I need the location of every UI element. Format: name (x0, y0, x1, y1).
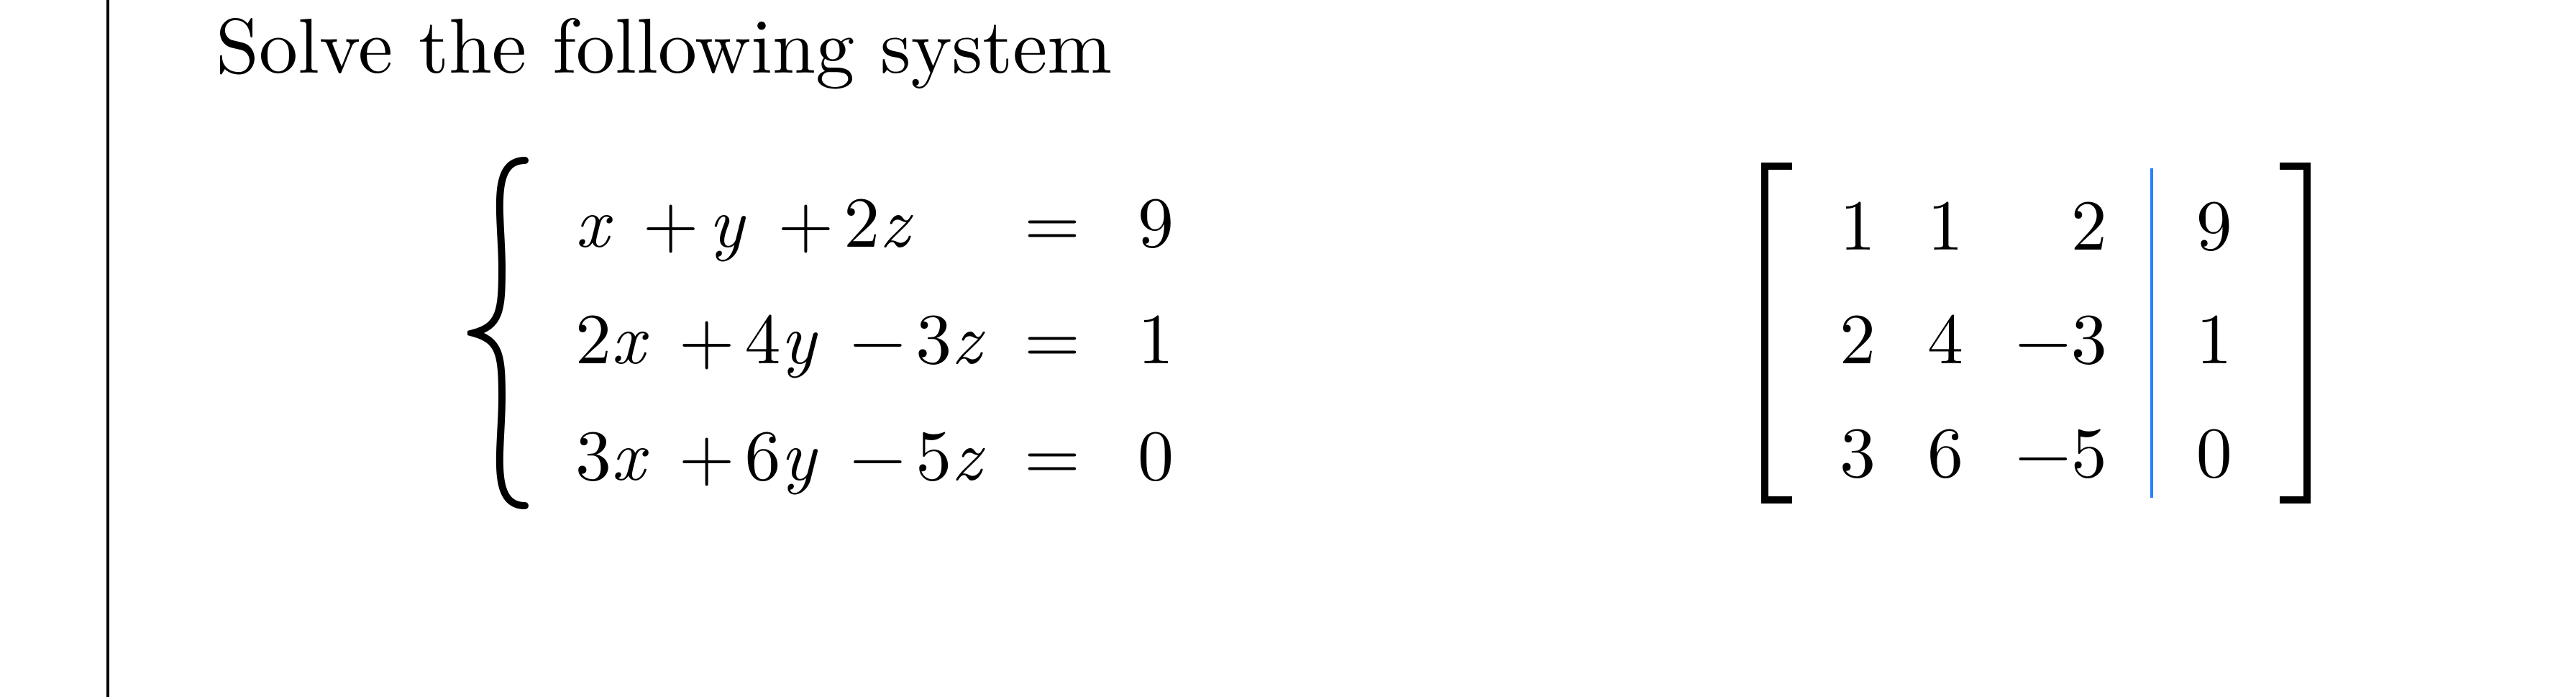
term-coef: 6 (745, 398, 781, 501)
term-var: y (709, 165, 744, 268)
term-var: x (575, 165, 608, 268)
term-coef: 4 (745, 282, 781, 384)
term-op: + (669, 282, 745, 384)
augmented-matrix: 1 2 3 1 4 6 2 −3 −5 (1756, 160, 2316, 506)
matrix-col: 1 4 6 (1927, 163, 1963, 504)
matrix-cell: −5 (2015, 390, 2107, 504)
term-var: z (951, 282, 981, 384)
term-op: + (767, 165, 844, 268)
matrix-cell: 2 (2071, 163, 2107, 276)
term-var: z (880, 165, 909, 268)
term-var: z (951, 398, 981, 501)
left-margin-rule (106, 0, 109, 697)
term-op: − (839, 282, 915, 384)
term-op: − (839, 398, 915, 501)
matrix-cell: 4 (1927, 276, 1963, 390)
term-op: + (633, 165, 709, 268)
equation-row: 2x +4y −3z = 1 (554, 275, 1195, 391)
matrix-cell: 0 (2196, 390, 2232, 504)
term-op: + (669, 398, 745, 501)
matrix-cell: 6 (1927, 390, 1963, 504)
matrix-body: 1 2 3 1 4 6 2 −3 −5 (1814, 163, 2258, 504)
equation-row: x +y +2z = 9 (554, 158, 1195, 275)
equals-sign: = (1002, 275, 1102, 391)
matrix-cell: −3 (2015, 276, 2107, 390)
term-var: x (611, 282, 644, 384)
equation-rhs: 0 (1102, 391, 1195, 508)
matrix-cell: 1 (1927, 163, 1963, 276)
term-var: y (781, 282, 816, 384)
content: Solve the following system x +y +2z (216, 0, 2533, 549)
equation-system: x +y +2z = 9 2x +4y −3z (467, 153, 1195, 513)
equations: x +y +2z = 9 2x +4y −3z (554, 158, 1195, 508)
augmentation-bar (2150, 168, 2153, 498)
matrix-cell: 9 (2196, 163, 2232, 276)
term-coef: 3 (575, 398, 611, 501)
equals-sign: = (1002, 158, 1102, 275)
math-row: x +y +2z = 9 2x +4y −3z (216, 117, 2533, 549)
matrix-cell: 1 (1840, 163, 1876, 276)
matrix-cell: 1 (2196, 276, 2232, 390)
matrix-cell: 2 (1840, 276, 1876, 390)
term-var: x (611, 398, 644, 501)
right-bracket-icon (2273, 160, 2316, 506)
equations-table: x +y +2z = 9 2x +4y −3z (554, 158, 1195, 508)
page: Solve the following system x +y +2z (0, 0, 2576, 697)
equation-rhs: 1 (1102, 275, 1195, 391)
term-coef: 5 (915, 398, 951, 501)
equals-sign: = (1002, 391, 1102, 508)
equation-lhs: x +y +2z (554, 158, 1002, 275)
term-coef: 2 (575, 282, 611, 384)
equation-lhs: 3x +6y −5z (554, 391, 1002, 508)
equation-rhs: 9 (1102, 158, 1195, 275)
term-coef: 2 (844, 165, 880, 268)
matrix-col: 1 2 3 (1840, 163, 1876, 504)
equation-row: 3x +6y −5z = 0 (554, 391, 1195, 508)
term-coef: 3 (915, 282, 951, 384)
matrix-col: 9 1 0 (2196, 163, 2232, 504)
term-var: y (781, 398, 816, 501)
equation-lhs: 2x +4y −3z (554, 275, 1002, 391)
left-brace-icon (467, 153, 532, 513)
heading: Solve the following system (216, 0, 2533, 96)
left-bracket-icon (1756, 160, 1799, 506)
matrix-cell: 3 (1840, 390, 1876, 504)
matrix-col: 2 −3 −5 (2015, 163, 2107, 504)
